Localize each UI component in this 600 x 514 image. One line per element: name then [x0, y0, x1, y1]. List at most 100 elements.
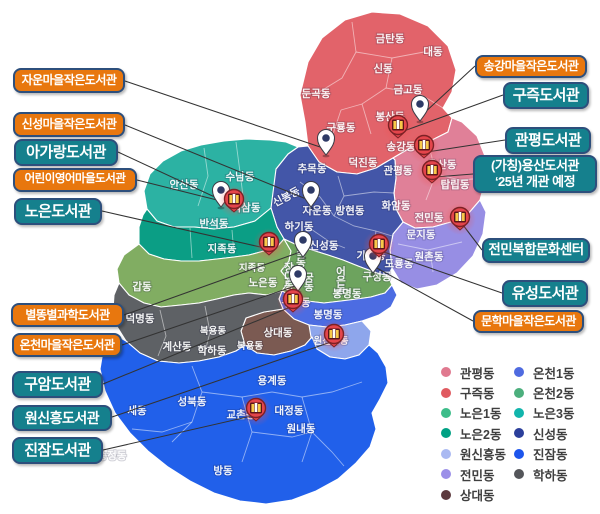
- legend-label: 전민동: [460, 468, 495, 483]
- library-pin: [318, 320, 350, 352]
- callout-connector-line: [121, 284, 299, 346]
- library-pin: [444, 203, 476, 235]
- library-pin: [363, 230, 395, 262]
- dong-label-수남동: 수남동: [226, 170, 255, 183]
- callout-connector-line: [124, 80, 327, 150]
- callout-구암도서관: 구암도서관: [12, 371, 103, 398]
- dong-label-신동: 신동: [373, 62, 393, 75]
- callout-label: 별똥별과학도서관: [25, 307, 110, 322]
- legend-column: 관평동 구즉동 노은1동 노은2동 원신흥동 전민동 상대동: [441, 362, 514, 505]
- legend-item-원신흥동: 원신흥동: [441, 444, 514, 464]
- callout-자운마을작은도서관: 자운마을작은도서관: [13, 68, 125, 93]
- library-pin: [253, 228, 285, 260]
- callout-connector-line: [421, 65, 476, 116]
- dong-label-송정동: 송정동: [98, 449, 127, 462]
- small-library-pin: [301, 181, 321, 210]
- callout-label: 구암도서관: [24, 375, 91, 393]
- inner-border-line: [203, 305, 211, 357]
- pins-layer: [211, 95, 476, 426]
- legend-item-신성동: 신성동: [514, 423, 587, 443]
- legend-label: 신성동: [533, 427, 568, 442]
- legend-item-노은2동: 노은2동: [441, 423, 514, 443]
- inner-border-line: [340, 57, 393, 111]
- callout-label: 관평도서관: [514, 131, 582, 149]
- legend-item-학하동: 학하동: [514, 464, 587, 484]
- inner-border-line: [157, 309, 167, 357]
- inner-border-line: [315, 21, 357, 95]
- legend-item-노은3동: 노은3동: [514, 403, 587, 423]
- legend-color-dot: [441, 448, 451, 459]
- inner-border-line: [397, 241, 463, 251]
- legend-color-dot: [441, 387, 451, 398]
- dong-label-학하동: 학하동: [198, 344, 227, 357]
- dong-label-화암동: 화암동: [382, 199, 411, 212]
- callout-label: 신성마을작은도서관: [21, 117, 117, 132]
- dong-label-관평동: 관평동: [384, 164, 413, 177]
- callout-label: 구즉도서관: [512, 86, 580, 104]
- legend-color-dot: [441, 428, 451, 439]
- callout-label: 진잠도서관: [24, 441, 91, 459]
- dong-label-덕명동: 덕명동: [126, 312, 155, 325]
- dong-label-방현동: 방현동: [336, 204, 365, 217]
- dong-label-안산동: 안산동: [170, 178, 199, 191]
- small-library-pin: [293, 231, 313, 260]
- legend-item-진잠동: 진잠동: [514, 444, 587, 464]
- legend-label: 노은2동: [460, 427, 502, 442]
- inner-border-line: [311, 431, 345, 467]
- callout-별똥별과학도서관: 별똥별과학도서관: [11, 303, 124, 327]
- inner-border-line: [231, 229, 235, 255]
- callout-진잠도서관: 진잠도서관: [12, 437, 103, 464]
- library-pin: [277, 285, 309, 317]
- dong-label-반석동: 반석동: [200, 217, 229, 230]
- dong-label-복용동: 복용동: [237, 341, 263, 352]
- dong-label-상대동: 상대동: [264, 326, 293, 339]
- dong-label-봉명동: 봉명동: [314, 308, 343, 321]
- inner-border-line: [251, 431, 313, 438]
- callout-label: 자운마을작은도서관: [21, 73, 117, 88]
- dong-label-문지동: 문지동: [407, 228, 436, 241]
- library-pin: [218, 185, 250, 217]
- legend-item-관평동: 관평동: [441, 362, 514, 382]
- dong-label-하기동: 하기동: [285, 220, 314, 233]
- legend-label: 구즉동: [460, 387, 495, 402]
- dong-label-추목동: 추목동: [298, 162, 327, 175]
- legend-label: 상대동: [460, 489, 495, 504]
- callout-어린이영어마을도서관: 어린이영어마을도서관: [13, 168, 137, 192]
- legend-label: 관평동: [460, 366, 495, 381]
- small-library-pin: [316, 129, 336, 158]
- callout-label: (가칭)용산도서관: [491, 158, 579, 174]
- legend-color-dot: [441, 367, 451, 378]
- library-pin: [240, 394, 272, 426]
- callout-아가랑도서관: 아가랑도서관: [14, 139, 118, 166]
- small-library-pin: [410, 95, 430, 124]
- legend-color-dot: [514, 469, 524, 480]
- inner-border-line: [271, 381, 363, 398]
- legend-column: 온천1동 온천2동 노은3동 신성동 진잠동 학하동: [514, 362, 587, 505]
- callout-label: 문학마을작은도서관: [481, 314, 576, 329]
- callout-label: 아가랑도서관: [26, 143, 106, 161]
- callout-원신흥도서관: 원신흥도서관: [12, 405, 112, 431]
- legend-label: 노은3동: [533, 407, 575, 422]
- legend-label: 진잠동: [533, 448, 568, 463]
- legend-label: 원신흥동: [460, 448, 507, 463]
- callout-connector-line: [111, 340, 335, 418]
- legend: 관평동 구즉동 노은1동 노은2동 원신흥동 전민동 상대동 온천1동 온천2동 노은3동 신성동 진…: [441, 362, 587, 505]
- legend-item-구즉동: 구즉동: [441, 382, 514, 402]
- callout-connector-line: [101, 210, 270, 250]
- inner-border-line: [343, 191, 395, 197]
- legend-color-dot: [441, 489, 451, 500]
- callout-label: 온천마을작은도서관: [19, 337, 115, 352]
- callout-유성도서관: 유성도서관: [502, 280, 588, 307]
- dong-label-용계동: 용계동: [258, 374, 287, 387]
- legend-item-전민동: 전민동: [441, 464, 514, 484]
- callout-connector-line: [136, 179, 222, 202]
- legend-label: 온천1동: [533, 366, 575, 381]
- dong-label-대동: 대동: [423, 45, 443, 58]
- callout-connector-line: [124, 124, 312, 202]
- library-pin: [382, 111, 414, 143]
- dong-label-신성동: 신성동: [310, 239, 339, 252]
- dong-label-성북동: 성북동: [178, 395, 207, 408]
- dong-label-탑립동: 탑립동: [441, 178, 470, 191]
- callout-전민복합문화센터: 전민복합문화센터: [482, 238, 590, 263]
